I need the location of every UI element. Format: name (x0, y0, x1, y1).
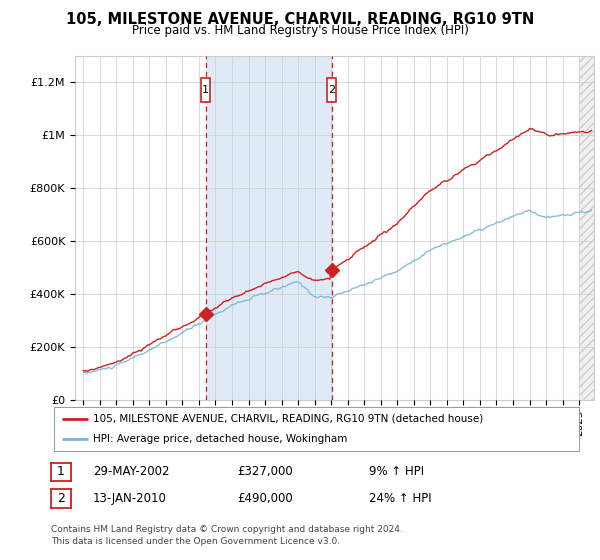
Text: 105, MILESTONE AVENUE, CHARVIL, READING, RG10 9TN: 105, MILESTONE AVENUE, CHARVIL, READING,… (66, 12, 534, 27)
Text: 24% ↑ HPI: 24% ↑ HPI (369, 492, 431, 505)
Text: 2: 2 (328, 86, 335, 95)
Text: 1: 1 (57, 465, 65, 478)
Bar (206, 56, 332, 400)
Text: 2: 2 (57, 492, 65, 505)
Text: 29-MAY-2002: 29-MAY-2002 (93, 465, 170, 478)
FancyBboxPatch shape (201, 78, 210, 102)
Text: 13-JAN-2010: 13-JAN-2010 (93, 492, 167, 505)
Text: 9% ↑ HPI: 9% ↑ HPI (369, 465, 424, 478)
Text: Price paid vs. HM Land Registry's House Price Index (HPI): Price paid vs. HM Land Registry's House … (131, 24, 469, 37)
Text: HPI: Average price, detached house, Wokingham: HPI: Average price, detached house, Woki… (94, 434, 348, 444)
Text: 105, MILESTONE AVENUE, CHARVIL, READING, RG10 9TN (detached house): 105, MILESTONE AVENUE, CHARVIL, READING,… (94, 414, 484, 424)
Text: £327,000: £327,000 (237, 465, 293, 478)
Text: Contains HM Land Registry data © Crown copyright and database right 2024.
This d: Contains HM Land Registry data © Crown c… (51, 525, 403, 546)
Text: £490,000: £490,000 (237, 492, 293, 505)
Text: 1: 1 (202, 86, 209, 95)
Bar (579, 56, 600, 400)
FancyBboxPatch shape (328, 78, 337, 102)
